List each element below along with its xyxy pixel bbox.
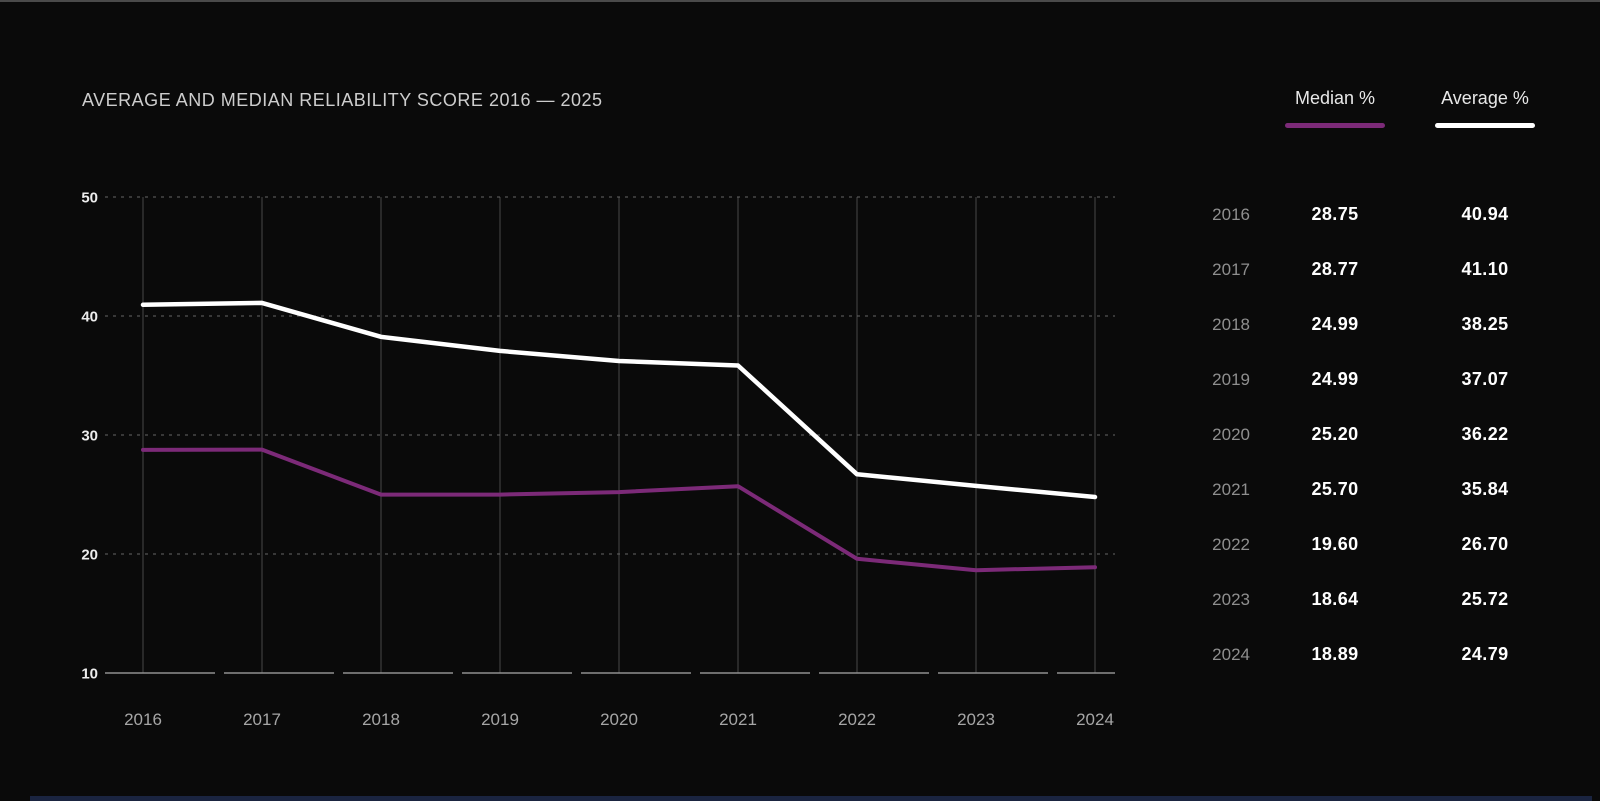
x-axis-label: 2020 bbox=[600, 710, 638, 729]
table-row: 2018 24.99 38.25 bbox=[1160, 297, 1560, 352]
table-row: 2016 28.75 40.94 bbox=[1160, 187, 1560, 242]
average-value: 41.10 bbox=[1461, 259, 1509, 279]
table-row: 2023 18.64 25.72 bbox=[1160, 572, 1560, 627]
y-axis-tick: 40 bbox=[81, 309, 98, 326]
median-series-line bbox=[141, 447, 1097, 573]
table-row: 2022 19.60 26.70 bbox=[1160, 517, 1560, 572]
average-value: 25.72 bbox=[1461, 589, 1509, 609]
legend: Median % Average % bbox=[1160, 88, 1560, 128]
median-value: 18.64 bbox=[1311, 589, 1359, 609]
year-label: 2022 bbox=[1212, 534, 1250, 554]
x-axis-label: 2023 bbox=[957, 710, 995, 729]
table-row: 2020 25.20 36.22 bbox=[1160, 407, 1560, 462]
median-value: 19.60 bbox=[1311, 534, 1359, 554]
year-label: 2016 bbox=[1212, 204, 1250, 224]
median-value: 24.99 bbox=[1311, 369, 1359, 389]
x-axis-label: 2021 bbox=[719, 710, 757, 729]
median-value: 28.77 bbox=[1311, 259, 1359, 279]
average-value: 36.22 bbox=[1461, 424, 1509, 444]
chart-title: AVERAGE AND MEDIAN RELIABILITY SCORE 201… bbox=[82, 90, 603, 110]
year-label: 2023 bbox=[1212, 589, 1250, 609]
y-axis-tick: 50 bbox=[81, 190, 98, 207]
table-row: 2017 28.77 41.10 bbox=[1160, 242, 1560, 297]
table-row: 2021 25.70 35.84 bbox=[1160, 462, 1560, 517]
year-label: 2020 bbox=[1212, 424, 1250, 444]
median-value: 25.70 bbox=[1311, 479, 1359, 499]
year-label: 2017 bbox=[1212, 259, 1250, 279]
average-value: 24.79 bbox=[1461, 644, 1509, 664]
y-axis-tick: 20 bbox=[81, 547, 98, 564]
median-value: 28.75 bbox=[1311, 204, 1359, 224]
average-value: 35.84 bbox=[1461, 479, 1509, 499]
year-label: 2018 bbox=[1212, 314, 1250, 334]
legend-label-average: Average % bbox=[1441, 88, 1529, 108]
y-axis-tick: 30 bbox=[81, 428, 98, 445]
x-axis-label: 2018 bbox=[362, 710, 400, 729]
year-label: 2024 bbox=[1212, 644, 1250, 664]
average-value: 26.70 bbox=[1461, 534, 1509, 554]
year-label: 2019 bbox=[1212, 369, 1250, 389]
x-axis-label: 2016 bbox=[124, 710, 162, 729]
legend-item-average: Average % bbox=[1420, 88, 1550, 128]
median-value: 18.89 bbox=[1311, 644, 1359, 664]
median-value: 25.20 bbox=[1311, 424, 1359, 444]
legend-label-median: Median % bbox=[1294, 88, 1376, 108]
x-axis-label: 2019 bbox=[481, 710, 519, 729]
average-value: 37.07 bbox=[1461, 369, 1509, 389]
chart-svg: 2016 2017 2018 2019 2020 2021 2022 2023 2024 50 40… bbox=[81, 190, 1115, 729]
year-label: 2021 bbox=[1212, 479, 1250, 499]
table-row: 2024 18.89 24.79 bbox=[1160, 627, 1560, 682]
reliability-table: 2016 28.75 40.94 2017 28.77 41.10 2018 24.99 38.… bbox=[1160, 187, 1560, 682]
table-row: 2019 24.99 37.07 bbox=[1160, 352, 1560, 407]
average-value: 38.25 bbox=[1461, 314, 1509, 334]
average-series-line bbox=[140, 300, 1098, 500]
x-axis-label: 2017 bbox=[243, 710, 281, 729]
bottom-accent-bar bbox=[30, 796, 1592, 801]
median-value: 24.99 bbox=[1311, 314, 1359, 334]
legend-swatch-average-line bbox=[1435, 123, 1535, 128]
y-axis-tick: 10 bbox=[81, 666, 98, 683]
average-value: 40.94 bbox=[1461, 204, 1509, 224]
legend-item-median: Median % bbox=[1250, 88, 1420, 128]
legend-swatch-median-line bbox=[1285, 123, 1385, 128]
x-axis-label: 2024 bbox=[1076, 710, 1114, 729]
x-axis-label: 2022 bbox=[838, 710, 876, 729]
